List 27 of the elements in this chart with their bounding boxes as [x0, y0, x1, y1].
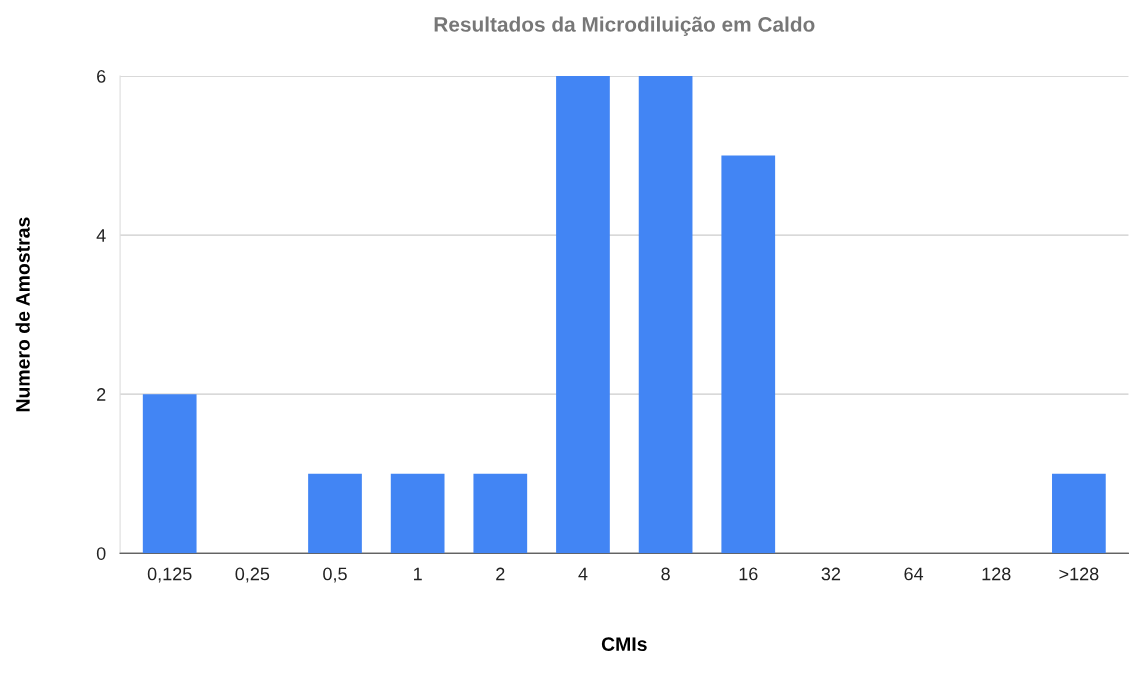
x-tick-label: 128: [982, 567, 1011, 581]
x-axis-title: CMIs: [601, 637, 647, 651]
y-tick-label: 4: [96, 229, 106, 242]
x-tick-label: 8: [661, 567, 670, 581]
y-tick-label: 0: [96, 547, 106, 560]
x-tick-label: 32: [821, 567, 841, 581]
x-tick-label: 1: [414, 567, 422, 581]
y-tick-label: 6: [97, 69, 106, 83]
y-axis-title: Numero de Amostras: [15, 217, 30, 412]
x-tick-label: 64: [904, 567, 924, 581]
bar: [638, 76, 693, 554]
x-tick-label: 0,25: [235, 567, 270, 583]
bar: [142, 394, 197, 554]
chart-title: Resultados da Microdiluição em Caldo: [434, 16, 815, 36]
bar: [721, 155, 776, 554]
x-tick-label: 16: [739, 567, 758, 581]
bar: [390, 473, 445, 554]
x-tick-label: 0,125: [147, 567, 192, 583]
bar: [1052, 473, 1106, 554]
x-tick-label: 0,5: [323, 567, 347, 583]
x-tick-label: >128: [1059, 567, 1099, 581]
x-tick-label: 2: [496, 567, 505, 581]
bar: [308, 473, 362, 554]
bar: [473, 473, 528, 554]
y-tick-label: 2: [97, 388, 106, 401]
x-tick-label: 4: [578, 567, 588, 581]
bar: [556, 76, 610, 554]
